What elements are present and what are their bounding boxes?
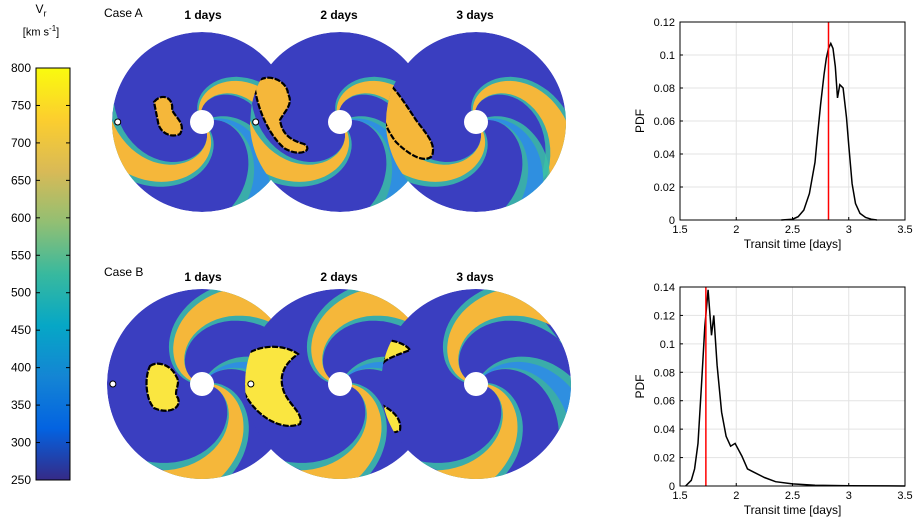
x-tick-label: 2: [733, 490, 739, 502]
case-b-label: Case B: [104, 265, 144, 279]
y-axis-label: PDF: [633, 109, 647, 133]
x-axis-label: Transit time [days]: [744, 237, 842, 251]
case-b-day-1-label: 1 days: [184, 270, 222, 284]
case-a-label: Case A: [104, 6, 143, 20]
colorbar-tick-label: 600: [11, 211, 31, 225]
x-tick-label: 2.5: [785, 224, 800, 236]
colorbar-tick-label: 450: [11, 323, 31, 337]
colorbar-tick-label: 750: [11, 98, 31, 112]
case-a-day-3-label: 3 days: [456, 8, 494, 22]
disk-panel: [386, 32, 566, 212]
axes-frame: [679, 286, 906, 487]
colorbar-tick-label: 550: [11, 248, 31, 262]
cme-contour: [252, 76, 309, 154]
fast-wind-stream: [482, 361, 571, 438]
disk-panels: [107, 32, 571, 479]
earth-marker: [247, 380, 255, 388]
earth-marker: [109, 380, 117, 388]
x-tick-label: 2.5: [785, 490, 800, 502]
fast-wind-stream: [386, 85, 486, 182]
y-axis-label: PDF: [633, 375, 647, 399]
y-tick-label: 0: [669, 215, 675, 227]
colorbar-tick-label: 400: [11, 361, 31, 375]
axes-frame: [679, 21, 906, 221]
x-tick-label: 3: [846, 224, 852, 236]
pdf-chart: 1.5 2 2.5 3 3.5 0 0.02 0.04 0.06 0.08 0.1 0.12 Trans…: [633, 17, 913, 251]
inner-boundary: [464, 110, 488, 134]
x-tick-label: 1.5: [672, 490, 687, 502]
fast-wind-stream: [112, 85, 212, 182]
colorbar-title: Vr: [35, 2, 47, 19]
case-b-day-2-label: 2 days: [320, 270, 358, 284]
inner-boundary: [328, 110, 352, 134]
cme-contour: [245, 345, 302, 427]
y-tick-label: 0.06: [654, 116, 675, 128]
fast-wind-stream: [403, 384, 518, 479]
earth-marker: [114, 118, 122, 126]
fast-wind-stream: [250, 85, 350, 182]
x-tick-label: 3.5: [897, 490, 912, 502]
colorbar-gradient: [35, 67, 71, 481]
y-tick-label: 0.14: [654, 282, 675, 294]
colorbar-tick-label: 350: [11, 398, 31, 412]
y-tick-label: 0.12: [654, 17, 675, 29]
inner-boundary: [190, 372, 214, 396]
disk-panel: [107, 289, 297, 479]
colorbar-ticks: 800 750 700 650 600 550 500 450 400 350 300 250: [11, 61, 70, 487]
case-b-day-3-label: 3 days: [456, 270, 494, 284]
y-tick-label: 0.02: [654, 453, 675, 465]
pdf-line: [781, 41, 878, 221]
cme-contour: [152, 95, 183, 137]
colorbar-tick-label: 800: [11, 61, 31, 75]
colorbar-units: [km s-1]: [22, 24, 60, 39]
x-axis-label: Transit time [days]: [744, 503, 842, 517]
case-a-day-2-label: 2 days: [320, 8, 358, 22]
colorbar: 800 750 700 650 600 550 500 450 400 350 300 250: [11, 61, 71, 487]
colorbar-tick-label: 300: [11, 436, 31, 450]
pdf-line: [685, 289, 906, 487]
x-tick-label: 1.5: [672, 224, 687, 236]
cme-contour: [145, 362, 180, 412]
y-tick-label: 0.04: [654, 424, 675, 436]
colorbar-tick-label: 650: [11, 173, 31, 187]
y-tick-label: 0.12: [654, 310, 675, 322]
pdf-charts: 1.5 2 2.5 3 3.500.020.040.060.080.10.12Trans…: [633, 17, 913, 517]
inner-boundary: [190, 110, 214, 134]
y-tick-label: 0.02: [654, 182, 675, 194]
fast-wind-stream: [311, 289, 435, 382]
y-tick-label: 0.04: [654, 149, 675, 161]
fast-wind-stream: [447, 289, 571, 382]
inner-boundary: [328, 372, 352, 396]
y-tick-label: 0: [669, 481, 675, 493]
fast-wind-stream: [173, 289, 297, 382]
inner-boundary: [464, 372, 488, 396]
x-tick-label: 2: [733, 224, 739, 236]
cme-contour: [386, 76, 435, 160]
x-tick-label: 3: [846, 490, 852, 502]
y-tick-label: 0.1: [660, 50, 675, 62]
earth-marker: [252, 118, 260, 126]
disk-panel: [381, 289, 571, 479]
colorbar-tick-label: 700: [11, 136, 31, 150]
fast-wind-stream: [129, 384, 244, 479]
y-tick-label: 0.1: [660, 339, 675, 351]
case-a-day-1-label: 1 days: [184, 8, 222, 22]
colorbar-tick-label: 500: [11, 286, 31, 300]
colorbar-tick-label: 250: [11, 473, 31, 487]
y-tick-label: 0.08: [654, 83, 675, 95]
y-tick-label: 0.08: [654, 367, 675, 379]
y-tick-label: 0.06: [654, 396, 675, 408]
fast-wind-stream: [485, 118, 544, 212]
fast-wind-stream: [267, 384, 382, 479]
x-tick-label: 3.5: [897, 224, 912, 236]
pdf-chart: 1.5 2 2.5 3 3.5 0 0.02 0.04 0.06 0.08 0.1 0.12 0.14 T…: [633, 282, 913, 517]
